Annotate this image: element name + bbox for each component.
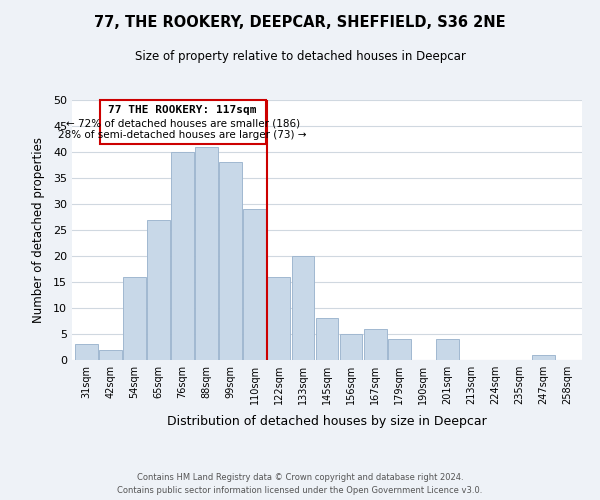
FancyBboxPatch shape — [100, 100, 266, 144]
Text: 77, THE ROOKERY, DEEPCAR, SHEFFIELD, S36 2NE: 77, THE ROOKERY, DEEPCAR, SHEFFIELD, S36… — [94, 15, 506, 30]
Bar — [532, 355, 555, 360]
Bar — [147, 220, 170, 360]
Text: 77 THE ROOKERY: 117sqm: 77 THE ROOKERY: 117sqm — [109, 106, 257, 116]
Y-axis label: Number of detached properties: Number of detached properties — [32, 137, 44, 323]
Bar — [99, 350, 122, 360]
X-axis label: Distribution of detached houses by size in Deepcar: Distribution of detached houses by size … — [167, 416, 487, 428]
Bar — [75, 344, 98, 360]
Bar — [171, 152, 194, 360]
Bar — [244, 209, 266, 360]
Bar — [364, 329, 386, 360]
Bar — [268, 277, 290, 360]
Bar — [436, 339, 459, 360]
Bar — [123, 277, 146, 360]
Text: ← 72% of detached houses are smaller (186): ← 72% of detached houses are smaller (18… — [65, 118, 300, 128]
Bar — [316, 318, 338, 360]
Text: 28% of semi-detached houses are larger (73) →: 28% of semi-detached houses are larger (… — [58, 130, 307, 140]
Bar — [195, 147, 218, 360]
Bar — [220, 162, 242, 360]
Bar — [340, 334, 362, 360]
Bar — [388, 339, 410, 360]
Text: Size of property relative to detached houses in Deepcar: Size of property relative to detached ho… — [134, 50, 466, 63]
Text: Contains HM Land Registry data © Crown copyright and database right 2024.
Contai: Contains HM Land Registry data © Crown c… — [118, 474, 482, 495]
Bar — [292, 256, 314, 360]
